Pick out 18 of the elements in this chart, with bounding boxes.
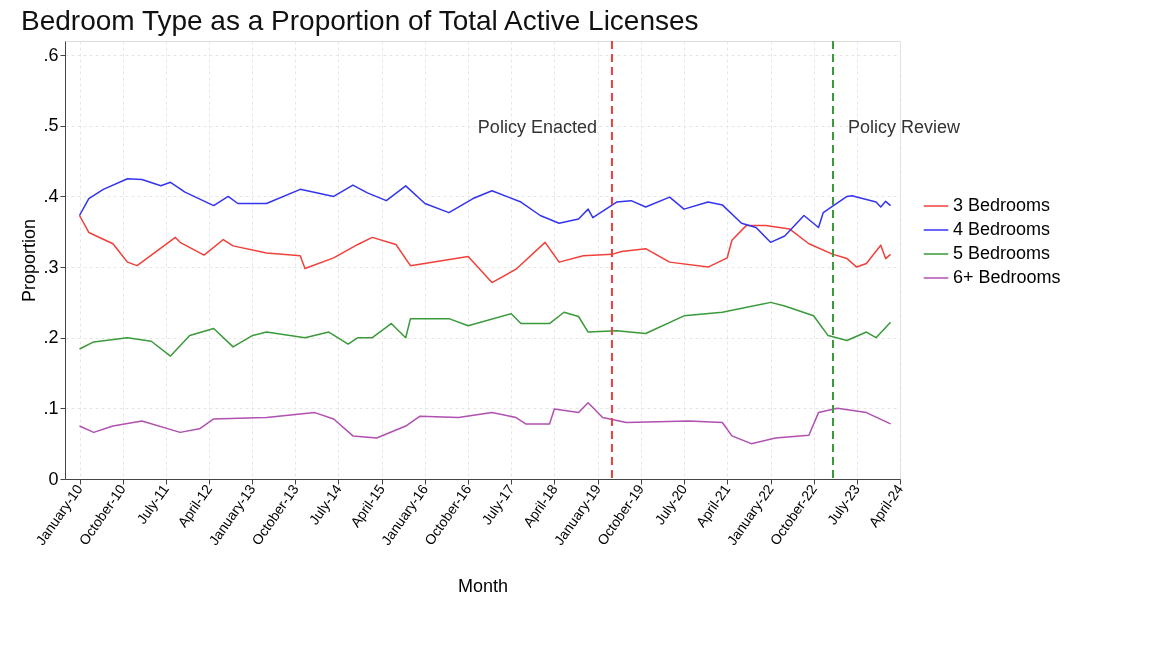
legend-label: 4 Bedrooms [953, 219, 1051, 239]
chart-title: Bedroom Type as a Proportion of Total Active Licenses [20, 5, 699, 36]
y-tick-label: .6 [43, 44, 59, 65]
ref-line-label: Policy Review [847, 117, 962, 137]
y-tick-label: .1 [43, 397, 59, 418]
y-tick-label: .4 [43, 185, 59, 206]
legend-label: 6+ Bedrooms [953, 267, 1061, 287]
line-series [78, 401, 892, 445]
legend-label: 5 Bedrooms [953, 243, 1051, 263]
y-axis-title: Proportion [19, 218, 40, 303]
y-tick-label: .3 [43, 256, 59, 277]
line-series [78, 178, 892, 244]
legend-label: 3 Bedrooms [953, 195, 1051, 215]
y-tick-label: .5 [43, 115, 59, 136]
y-tick-label: .2 [43, 327, 59, 348]
ref-line-label: Policy Enacted [477, 117, 597, 137]
x-axis-title: Month [457, 575, 509, 596]
y-tick-label: 0 [48, 468, 59, 489]
